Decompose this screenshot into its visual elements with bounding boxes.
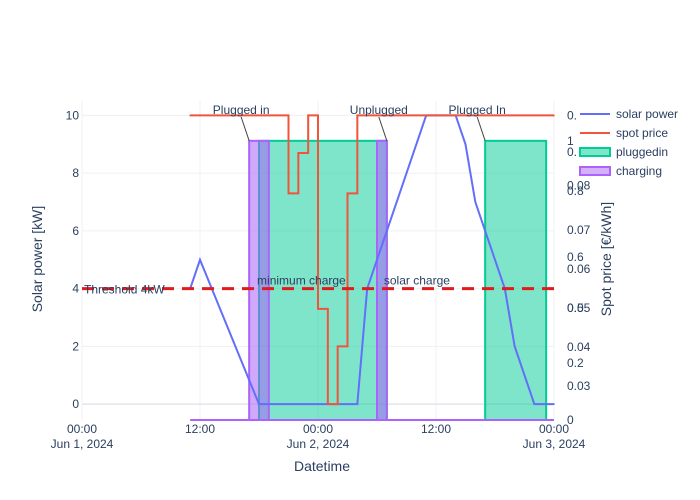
spot-price-point-3 — [307, 114, 309, 117]
spot-price-point-4 — [317, 308, 319, 310]
solar-power-point-9 — [415, 143, 418, 146]
solar-power-point-1 — [199, 258, 201, 261]
y-right-tick-10: 0.08 — [567, 178, 591, 192]
x-axis-title: Datetime — [294, 458, 350, 474]
legend-item-solar-power[interactable]: solar power — [616, 107, 678, 121]
annotation-label-0: Plugged in — [213, 103, 270, 117]
spot-price-point-2 — [297, 152, 300, 154]
x-tick-date-4: Jun 3, 2024 — [523, 437, 586, 451]
spot-price-point-0 — [189, 114, 191, 117]
y-left-tick-1: 2 — [72, 339, 79, 353]
solar-power-point-21 — [533, 403, 536, 405]
y-left-tick-2: 4 — [72, 282, 79, 296]
spot-price-point-5 — [327, 403, 329, 405]
solar-power-point-5 — [376, 258, 378, 261]
line-layer — [189, 114, 555, 406]
area-layer — [190, 139, 554, 421]
x-tick-label-3: 12:00 — [421, 422, 451, 436]
x-tick-label-4: 00:00 — [539, 422, 569, 436]
legend-swatch-charging — [579, 166, 611, 176]
chart-legend[interactable]: solar power spot price pluggedin charging — [579, 107, 678, 178]
spot-price-point-8 — [356, 114, 359, 117]
solar-power-point-3 — [356, 403, 359, 405]
solar-power-point-20 — [523, 374, 526, 377]
y-right-tick-12: 1 — [567, 134, 574, 148]
solar-power-point-16 — [484, 230, 486, 232]
solar-power-point-6 — [386, 230, 388, 232]
y-right-tick-3: 0.04 — [567, 340, 591, 354]
legend-item-charging[interactable]: charging — [616, 164, 662, 178]
solar-power-point-2 — [258, 403, 260, 405]
annotation-label-1: Unplugged — [350, 103, 408, 117]
threshold-label: Threshold 4kW — [84, 283, 165, 297]
y-axis-left-title: Solar power [kW] — [29, 206, 45, 313]
legend-item-spot-price[interactable]: spot price — [616, 126, 668, 140]
y-right-tick-5: 0.5 — [567, 301, 584, 315]
spot-price-point-1 — [287, 192, 290, 195]
solar-power-point-17 — [494, 258, 496, 261]
annotation-label-4: solar charge — [384, 274, 450, 288]
x-tick-label-1: 12:00 — [185, 422, 215, 436]
solar-power-point-8 — [405, 172, 408, 174]
y-left-tick-5: 10 — [66, 108, 80, 122]
annotation-layer: Plugged in Unplugged Plugged In minimum cha… — [213, 103, 506, 288]
annotation-label-2: Plugged In — [448, 103, 505, 117]
solar-power-point-22 — [543, 403, 545, 405]
y-right-tick-0: 0 — [567, 413, 574, 427]
spot-price-point-11 — [386, 114, 388, 117]
y-right-tick-4: 0.05 — [567, 301, 591, 315]
y-right-tick-13: 0. — [567, 108, 577, 122]
y-right-tick-9: 0.8 — [567, 184, 584, 198]
y-left-tick-4: 8 — [72, 166, 79, 180]
axis-layer: 0 2 4 6 8 10 0 0.03 0.2 0.04 0.050.5 0.060.6 0.07 0.8… — [51, 108, 591, 451]
y-right-tick-11: 0. — [567, 145, 577, 159]
x-tick-date-2: Jun 2, 2024 — [287, 437, 350, 451]
pluggedin-area-1 — [484, 139, 548, 421]
x-tick-label-0: 00:00 — [67, 422, 97, 436]
legend-swatch-pluggedin — [579, 147, 611, 157]
y-right-tick-7: 0.6 — [567, 250, 584, 264]
spot-price-point-10 — [376, 114, 378, 117]
y-right-tick-6: 0.06 — [567, 262, 591, 276]
solar-power-point-14 — [464, 143, 467, 146]
y-right-tick-1: 0.03 — [567, 379, 591, 393]
spot-price-point-9 — [366, 114, 368, 117]
annotation-arrow-0 — [240, 116, 250, 141]
x-tick-label-2: 00:00 — [303, 422, 333, 436]
y-right-tick-8: 0.07 — [567, 223, 591, 237]
annotation-arrow-1 — [378, 116, 388, 141]
solar-power-point-15 — [474, 201, 477, 203]
y-left-tick-3: 6 — [72, 224, 79, 238]
solar-power-point-23 — [553, 403, 555, 405]
solar-power-point-7 — [395, 201, 398, 203]
spot-price-point-7 — [346, 192, 349, 195]
x-tick-date-0: Jun 1, 2024 — [51, 437, 114, 451]
pluggedin-area-0 — [258, 139, 388, 421]
spot-price-point-12 — [553, 114, 555, 117]
y-right-tick-2: 0.2 — [567, 356, 584, 370]
y-axis-right-title: Spot price [€/kWh] — [598, 202, 614, 316]
annotation-label-3: minimum charge — [257, 274, 346, 288]
y-left-tick-0: 0 — [72, 397, 79, 411]
solar-power-point-19 — [513, 345, 516, 348]
threshold-layer: Threshold 4kW — [82, 283, 554, 297]
spot-price-point-6 — [336, 345, 339, 348]
annotation-arrow-2 — [476, 116, 486, 141]
legend-item-pluggedin[interactable]: pluggedin — [616, 145, 668, 159]
